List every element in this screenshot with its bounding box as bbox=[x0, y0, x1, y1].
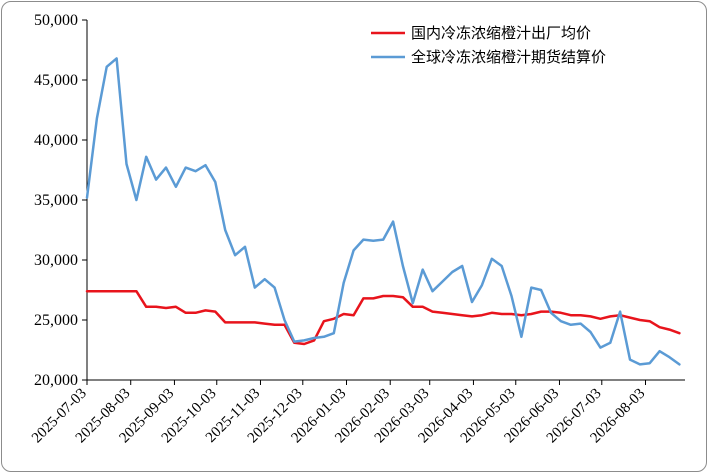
series-lines bbox=[85, 57, 681, 366]
legend-label-1: 国内冷冻浓缩橙汁出厂均价 bbox=[411, 24, 591, 42]
y-tick-label: 40,000 bbox=[34, 132, 78, 149]
y-tick-label: 45,000 bbox=[34, 72, 78, 89]
y-axis-ticks: 20,000 25,000 30,000 35,000 40,000 45,000 50,0… bbox=[34, 12, 87, 389]
x-axis-ticks: 2025-07-032025-08-032025-09-032025-10-03… bbox=[29, 380, 648, 446]
series-line-1 bbox=[85, 289, 681, 346]
axes bbox=[86, 20, 685, 381]
series-line-2 bbox=[85, 57, 681, 366]
y-tick-label: 35,000 bbox=[34, 192, 78, 209]
y-tick-label: 25,000 bbox=[34, 312, 78, 329]
legend-label-2: 全球冷冻浓缩橙汁期货结算价 bbox=[411, 48, 606, 66]
y-tick-label: 20,000 bbox=[34, 372, 78, 389]
y-tick-label: 30,000 bbox=[34, 252, 78, 269]
y-tick-label: 50,000 bbox=[34, 12, 78, 29]
